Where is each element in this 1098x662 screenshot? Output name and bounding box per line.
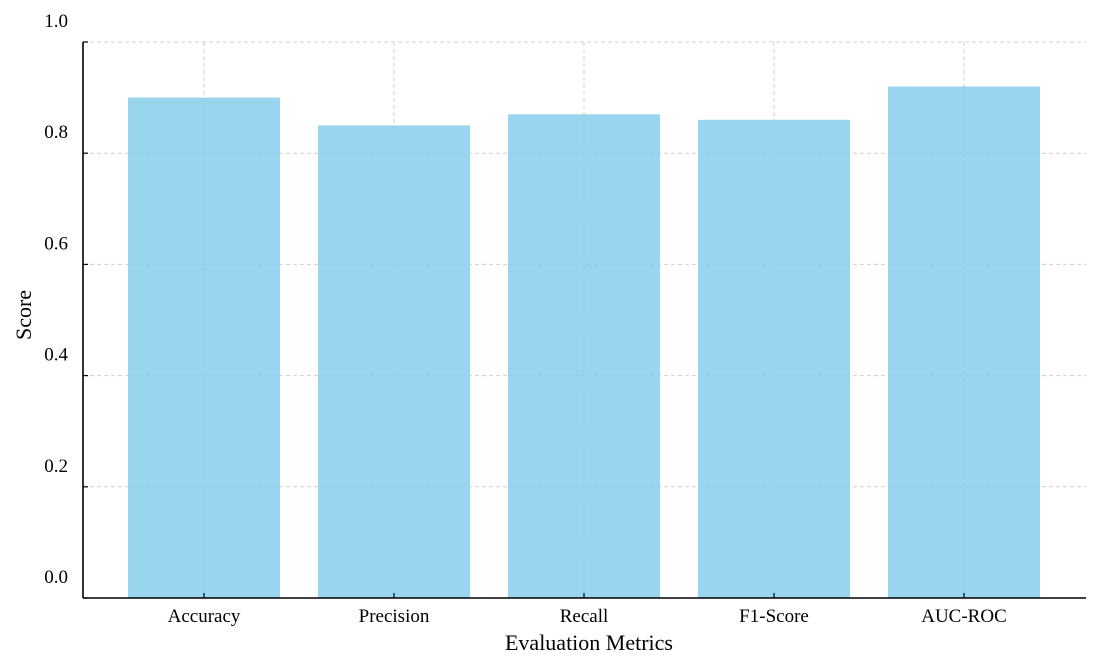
- y-tick-label: 0.8: [44, 122, 68, 143]
- y-tick-label: 0.4: [44, 345, 68, 366]
- y-tick-labels: 0.0 0.2 0.4 0.6 0.8 1.0: [44, 11, 88, 599]
- bar-accuracy: [128, 97, 280, 598]
- y-tick-label: 0.0: [44, 567, 68, 588]
- x-tick-labels: Accuracy Precision Recall F1-Score AUC-ROC: [168, 593, 1007, 627]
- y-tick-label: 1.0: [44, 11, 68, 32]
- x-tick-label: Precision: [359, 606, 430, 627]
- x-axis-title: Evaluation Metrics: [505, 630, 673, 655]
- y-axis-title: Score: [11, 290, 36, 340]
- y-tick-label: 0.6: [44, 233, 68, 254]
- bar-auc-roc: [888, 86, 1040, 598]
- x-tick-label: F1-Score: [739, 606, 809, 627]
- bar-recall: [508, 114, 660, 598]
- bar-precision: [318, 125, 470, 599]
- x-tick-label: Accuracy: [168, 606, 241, 627]
- x-tick-label: Recall: [560, 606, 609, 627]
- x-tick-label: AUC-ROC: [921, 606, 1007, 627]
- y-tick-label: 0.2: [44, 456, 68, 477]
- bar-f1-score: [698, 119, 850, 598]
- bars: [128, 86, 1040, 599]
